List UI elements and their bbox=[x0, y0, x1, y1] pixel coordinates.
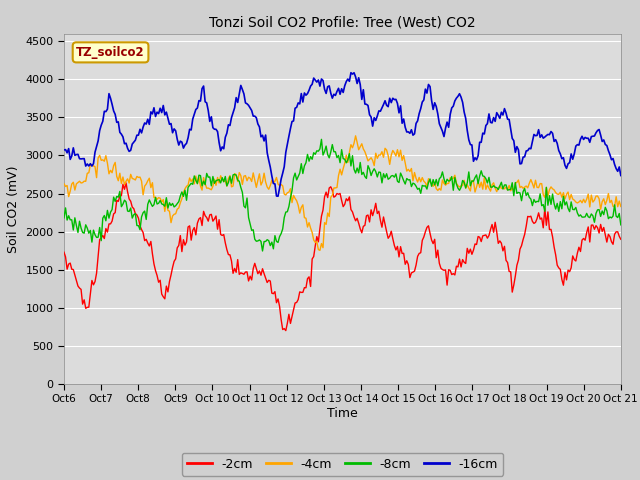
Y-axis label: Soil CO2 (mV): Soil CO2 (mV) bbox=[7, 165, 20, 252]
Text: TZ_soilco2: TZ_soilco2 bbox=[76, 46, 145, 59]
X-axis label: Time: Time bbox=[327, 407, 358, 420]
Legend: -2cm, -4cm, -8cm, -16cm: -2cm, -4cm, -8cm, -16cm bbox=[182, 453, 503, 476]
Title: Tonzi Soil CO2 Profile: Tree (West) CO2: Tonzi Soil CO2 Profile: Tree (West) CO2 bbox=[209, 16, 476, 30]
